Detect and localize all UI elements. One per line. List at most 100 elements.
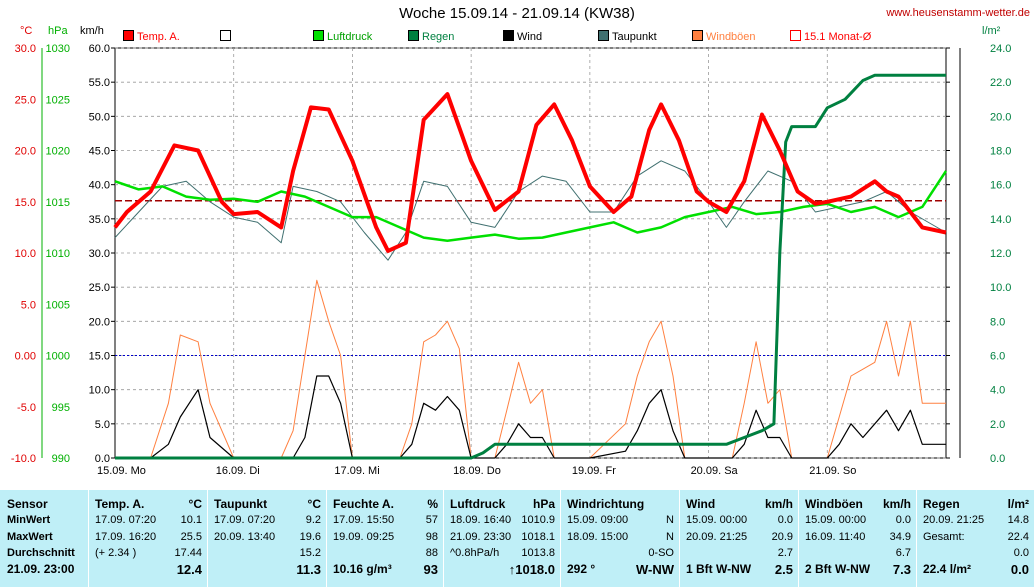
stats-column-title: Regen <box>923 497 960 511</box>
stats-column: Taupunkt °C 17.09. 07:20 9.2 20.09. 13:40 19.… <box>207 490 327 587</box>
site-link[interactable]: www.heusenstamm-wetter.de <box>886 7 1030 19</box>
row-label-current: 21.09. 23:00 <box>7 562 75 576</box>
stats-cell-value: 0.0 <box>895 514 911 526</box>
pressure-tick-label: 990 <box>52 453 70 465</box>
legend-swatch <box>313 30 324 41</box>
rain-tick-label: 8.0 <box>990 316 1005 328</box>
pressure-unit: hPa <box>48 25 68 37</box>
rain-line <box>115 73 946 460</box>
stats-column: Wind km/h 15.09. 00:00 0.0 20.09. 21:25 20.9 2… <box>679 490 799 587</box>
stats-cell-value: 9.2 <box>305 514 321 526</box>
wind-tick-label: 0.0 <box>95 453 110 465</box>
stats-column-unit: l/m² <box>1007 497 1029 511</box>
stats-column-unit: % <box>427 497 438 511</box>
legend-label: Taupunkt <box>612 31 657 43</box>
stats-cell-label: 292 ° <box>567 562 596 576</box>
legend-item: Windböen <box>692 30 756 43</box>
stats-column-title: Taupunkt <box>214 497 268 511</box>
stats-cell-label: 17.09. 07:20 <box>95 514 157 526</box>
row-label-sensor: Sensor <box>7 497 48 511</box>
pressure-tick-label: 1030 <box>46 43 70 55</box>
stats-cell-value: 0.0 <box>1010 562 1029 577</box>
stats-cell-value: N <box>666 514 674 526</box>
stats-cell-label: 17.09. 16:20 <box>95 531 157 543</box>
stats-cell-value: 98 <box>425 531 438 543</box>
stats-column: Temp. A. °C 17.09. 07:20 10.1 17.09. 16:20 25… <box>88 490 208 587</box>
rain-tick-label: 2.0 <box>990 419 1005 431</box>
temp-tick-label: -5.0 <box>17 402 36 414</box>
wind-unit: km/h <box>80 25 104 37</box>
stats-cell-label: 15.09. 00:00 <box>805 514 867 526</box>
stats-column-unit: km/h <box>764 497 793 511</box>
stats-column: Feuchte A.% 17.09. 15:50 57 19.09. 09:25 98 8… <box>326 490 444 587</box>
weather-chart: 30.0 25.0 20.0 15.0 10.0 5.0 0.00 -5.0 -10.0 1030… <box>11 43 1012 477</box>
wind-tick-label: 30.0 <box>89 248 110 260</box>
x-tick-label: 16.09. Di <box>216 465 260 477</box>
temp-tick-label: 5.0 <box>21 299 36 311</box>
rain-tick-label: 24.0 <box>990 43 1011 55</box>
stats-cell-value: 14.8 <box>1007 514 1029 526</box>
wind-tick-label: 50.0 <box>89 111 110 123</box>
stats-cell-label: 20.09. 21:25 <box>923 514 985 526</box>
stats-column: Windböen km/h 15.09. 00:00 0.0 16.09. 11:40 3… <box>798 490 917 587</box>
stats-cell-label: 10.16 g/m³ <box>333 562 392 576</box>
stats-cell-value: 57 <box>425 514 438 526</box>
legend-label: Windböen <box>706 31 756 43</box>
temp-tick-label: 30.0 <box>15 43 36 55</box>
stats-cell-label: 17.09. 15:50 <box>333 514 395 526</box>
legend-swatch <box>408 30 419 41</box>
legend-label: Regen <box>422 31 455 43</box>
legend-label: Wind <box>517 31 543 43</box>
stats-cell-value: 17.44 <box>174 547 202 559</box>
stats-cell-value: W-NW <box>636 562 674 577</box>
stats-cell-label: 21.09. 23:30 <box>450 531 512 543</box>
temp-tick-label: 20.0 <box>15 146 36 158</box>
stats-cell-label: Gesamt: <box>923 531 965 543</box>
stats-cell-value: 6.7 <box>895 547 911 559</box>
stats-cell-value: 10.1 <box>180 514 202 526</box>
stats-cell-value: 25.5 <box>180 531 202 543</box>
stats-cell-label: 22.4 l/m² <box>923 562 972 576</box>
wind-tick-label: 25.0 <box>89 282 110 294</box>
legend-label: Temp. A. <box>137 31 180 43</box>
stats-cell-value: 19.6 <box>299 531 321 543</box>
wind-tick-label: 45.0 <box>89 146 110 158</box>
stats-cell-label: 17.09. 07:20 <box>214 514 276 526</box>
x-tick-label: 18.09. Do <box>453 465 501 477</box>
stats-column-unit: hPa <box>532 497 555 511</box>
stats-cell-value: 11.3 <box>296 562 321 577</box>
rain-tick-label: 16.0 <box>990 180 1011 192</box>
stats-cell-value: 0.0 <box>1013 547 1029 559</box>
legend-label: Luftdruck <box>327 31 373 43</box>
stats-column-title: Wind <box>686 497 716 511</box>
pressure-line <box>114 170 948 242</box>
stats-table: Sensor MinWert MaxWert Durchschnitt 21.0… <box>0 490 1034 587</box>
rain-tick-label: 10.0 <box>990 282 1011 294</box>
pressure-tick-label: 995 <box>52 402 70 414</box>
legend-item: Taupunkt <box>598 30 657 43</box>
legend-swatch <box>790 30 801 41</box>
stats-cell-value: 1010.9 <box>521 514 555 526</box>
x-tick-label: 15.09. Mo <box>97 465 146 477</box>
stats-cell-value: 2.7 <box>777 547 793 559</box>
stats-cell-value: 0.0 <box>777 514 793 526</box>
x-tick-label: 20.09. Sa <box>691 465 739 477</box>
legend-swatch <box>220 30 231 41</box>
stats-cell-label: 20.09. 21:25 <box>686 531 748 543</box>
rain-tick-label: 14.0 <box>990 214 1011 226</box>
legend-swatch <box>692 30 703 41</box>
temp-tick-label: 0.00 <box>15 351 36 363</box>
stats-cell-value: 88 <box>425 547 438 559</box>
rain-tick-label: 6.0 <box>990 351 1005 363</box>
stats-cell-label: 15.09. 00:00 <box>686 514 748 526</box>
stats-cell-label: 20.09. 13:40 <box>214 531 276 543</box>
wind-tick-label: 20.0 <box>89 316 110 328</box>
stats-cell-label: 18.09. 15:00 <box>567 531 629 543</box>
stats-column-title: Temp. A. <box>95 497 145 511</box>
stats-cell-label: 18.09. 16:40 <box>450 514 512 526</box>
pressure-tick-label: 1010 <box>46 248 70 260</box>
wind-tick-label: 60.0 <box>89 43 110 55</box>
temp-unit: °C <box>20 25 33 37</box>
x-tick-label: 19.09. Fr <box>572 465 616 477</box>
wind-tick-label: 55.0 <box>89 77 110 89</box>
